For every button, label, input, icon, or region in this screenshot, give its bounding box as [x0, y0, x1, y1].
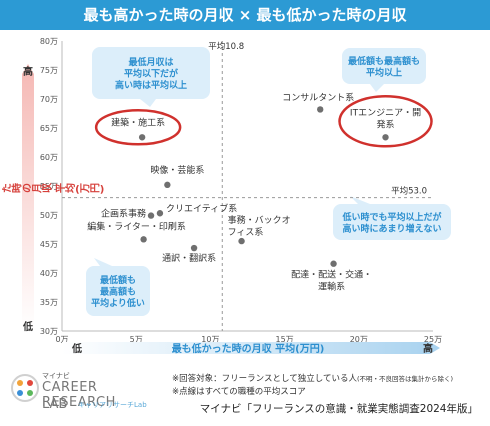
y-low-label: 低: [22, 320, 33, 333]
y-tick-label: 60万: [40, 153, 58, 162]
point-label: 映像・芸能系: [150, 164, 204, 176]
data-point: [164, 181, 171, 189]
callout-text: 高い時にあまり増えない: [342, 222, 441, 234]
data-point: [190, 244, 198, 252]
point-label: 発系: [377, 118, 395, 130]
data-point: [138, 134, 146, 141]
y-tick-label: 70万: [40, 95, 58, 104]
lab-logo-icon: [11, 374, 39, 402]
data-point: [147, 212, 155, 219]
x-axis-title: 最も低かった時の月収 平均(万円): [172, 342, 325, 355]
point-label: ITエンジニア・開: [350, 107, 421, 118]
data-point: [238, 237, 245, 245]
data-point: [317, 106, 324, 113]
callout-text: 最低額も: [100, 274, 136, 286]
x-tick-label: 5万: [130, 335, 143, 344]
point-label: コンサルタント系: [282, 92, 354, 103]
point-label: フィス系: [228, 227, 264, 238]
logo-line2: LAB: [42, 397, 68, 412]
career-research-lab-logo: マイナビ CAREER RESEARCH LAB キャリアリサーチLab: [8, 371, 158, 421]
y-tick-label: 75万: [40, 66, 58, 75]
x-tick-label: 20万: [350, 335, 368, 344]
highlight-circle: [338, 95, 433, 148]
y-high-label: 高: [23, 65, 33, 78]
callouts-layer: 最低月収は平均以下だが高い時は平均以上最低額も最高額も平均以上低い時でも平均以上…: [86, 47, 451, 316]
y-axis-title: 最も高かった時の月収 平均(万円): [0, 183, 104, 196]
x-low-label: 低: [71, 342, 82, 355]
point-label: 運輸系: [318, 281, 345, 293]
highlight-circle: [94, 109, 182, 146]
x-tick-label: 10万: [201, 335, 219, 344]
data-point: [156, 210, 164, 217]
y-tick-label: 65万: [40, 124, 58, 133]
point-label: 企画系事務: [101, 208, 146, 220]
data-point: [382, 134, 389, 141]
y-tick-label: 80万: [40, 37, 58, 46]
y-tick-label: 45万: [40, 240, 58, 249]
data-point: [140, 236, 147, 243]
callout-text: 最低額も最高額も: [348, 55, 420, 67]
note-average-line: ※点線はすべての職種の平均スコア: [172, 387, 306, 397]
y-tick-label: 40万: [40, 269, 58, 278]
callout-text: 最高額も: [100, 286, 136, 298]
scatter-chart: 最低月収は平均以下だが高い時は平均以上最低額も最高額も平均以上低い時でも平均以上…: [0, 37, 451, 355]
x-tick-label: 0万: [55, 335, 68, 344]
point-label: 事務・バックオ: [228, 214, 291, 226]
logo-line1: CAREER RESEARCH: [42, 380, 116, 410]
source-text: マイナビ「フリーランスの意識・就業実態調査2024年版」: [199, 403, 478, 415]
callout-text: 低い時でも平均以上だが: [341, 211, 442, 223]
y-average-label: 平均53.0: [391, 186, 427, 197]
points-layer: コンサルタント系 ITエンジニア・開発系 建築・施工系映像・芸能系クリエイティブ系企…: [87, 92, 433, 293]
callout-text: 高い時は平均以上: [115, 79, 187, 91]
x-tick-label: 25万: [424, 335, 442, 344]
y-axis-gradient-arrow: [22, 64, 34, 330]
point-label: クリエイティブ系: [166, 202, 237, 214]
x-tick-label: 15万: [276, 335, 294, 344]
callout-text: 平均より低い: [91, 297, 145, 309]
point-label: 編集・ライター・印刷系: [87, 220, 186, 232]
y-tick-label: 50万: [40, 211, 58, 220]
x-axis-gradient-arrow: [62, 342, 440, 354]
y-tick-label: 35万: [40, 298, 58, 307]
axes-layer: 30万 35万 40万 45万 50万 55万 60万 65万 70万 75万 80万 0万 5万 10万…: [0, 37, 442, 355]
chart-title: 最も高かった時の月収 × 最も低かった時の月収: [0, 0, 490, 30]
callout-text: 最低月収は: [128, 56, 173, 68]
point-label: 配達・配送・交通・: [291, 269, 372, 281]
x-high-label: 高: [423, 342, 433, 355]
x-average-label: 平均10.8: [208, 41, 244, 52]
point-label: 建築・施工系: [111, 116, 165, 128]
logo-line3: キャリアリサーチLab: [78, 401, 147, 409]
y-tick-label: 55万: [40, 182, 58, 191]
data-point: [330, 260, 337, 267]
callout-text: 平均以下だが: [124, 68, 179, 80]
y-tick-label: 30万: [40, 327, 58, 336]
callout-text: 平均以上: [366, 66, 402, 78]
note-respondents: ※回答対象：フリーランスとして独立している人(不明・不良回答は集計から除く): [172, 374, 454, 384]
point-label: 通訳・翻訳系: [162, 252, 216, 264]
logo-brand: マイナビ: [42, 372, 70, 380]
